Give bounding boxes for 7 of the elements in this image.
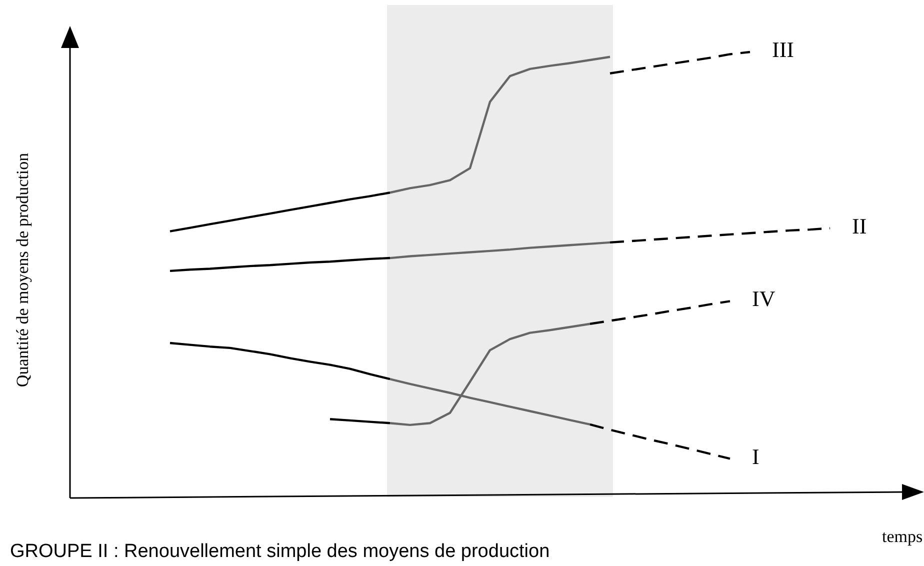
series-label: IV [752,286,776,312]
series-label: I [752,444,760,469]
x-axis-title: temps [882,527,923,546]
text: GROUPE II : Renouvellement simple des moyens de production [10,541,550,562]
y-axis-title: Quantité de moyens de production [13,152,32,388]
series-label: II [852,213,867,238]
series-label: III [772,37,794,62]
